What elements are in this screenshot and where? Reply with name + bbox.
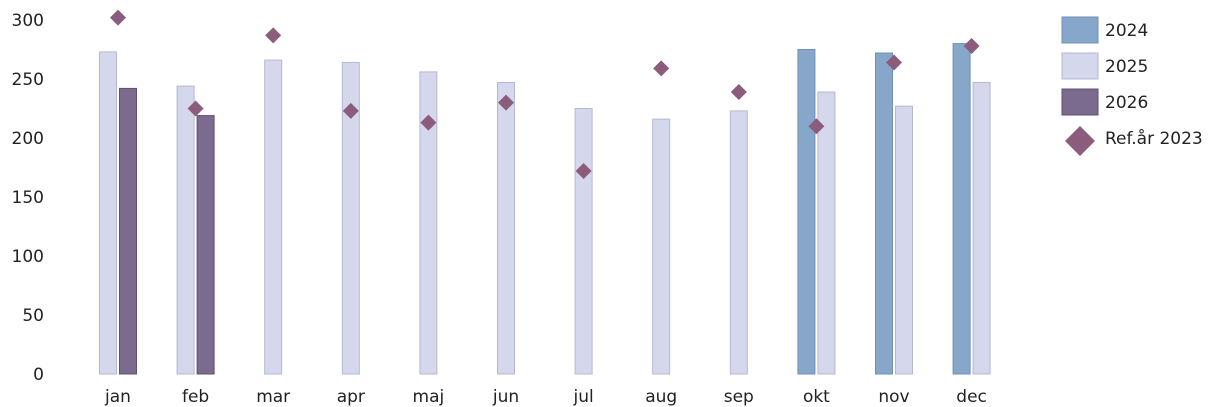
x-tick-label-jan: jan <box>104 387 131 407</box>
x-tick-label-feb: feb <box>182 387 209 407</box>
y-tick-label: 50 <box>22 306 44 326</box>
y-tick-label: 100 <box>12 247 44 267</box>
legend-label: 2024 <box>1105 21 1148 41</box>
y-tick-label: 150 <box>12 188 44 208</box>
bar-2024-okt <box>797 49 816 375</box>
ref-marker-okt <box>808 118 825 135</box>
bar-2025-aug <box>652 118 671 375</box>
bar-2025-jul <box>574 108 593 375</box>
ref-marker-dec <box>963 37 980 54</box>
bar-2025-sep <box>729 110 748 375</box>
ref-marker-jul <box>575 163 592 180</box>
bar-2026-jan <box>119 87 137 375</box>
x-tick-label-apr: apr <box>337 387 365 407</box>
y-axis-ticks: 0 50 100 150 200 250 300 <box>12 11 44 385</box>
bar-2025-jun <box>497 82 515 375</box>
bar-2025-feb <box>176 85 195 375</box>
bar-2025-mar <box>264 59 283 375</box>
legend-swatch-2024 <box>1061 16 1099 44</box>
x-tick-label-maj: maj <box>413 387 445 407</box>
y-tick-label: 200 <box>12 129 44 149</box>
ref-marker-jun <box>498 94 514 111</box>
bars <box>99 43 991 375</box>
legend-swatch-2025 <box>1061 52 1099 80</box>
bar-2024-dec <box>952 43 971 375</box>
x-tick-label-okt: okt <box>803 387 830 407</box>
ref-marker-feb <box>187 100 204 117</box>
ref-marker-nov <box>886 54 902 71</box>
ref-marker-apr <box>342 102 359 119</box>
legend-swatch-ref <box>1065 126 1095 156</box>
legend-label: 2026 <box>1105 93 1148 113</box>
y-tick-label: 250 <box>12 70 44 90</box>
reference-markers <box>110 9 980 180</box>
x-tick-label-mar: mar <box>256 387 290 407</box>
y-tick-label: 0 <box>33 365 44 385</box>
x-axis-ticks: jan feb mar apr maj jun jul aug sep okt nov dec <box>104 387 987 407</box>
bar-2025-okt <box>817 91 836 375</box>
bar-2024-nov <box>875 52 893 375</box>
x-tick-label-jun: jun <box>492 387 519 407</box>
x-tick-label-nov: nov <box>878 387 909 407</box>
bar-2025-dec <box>972 82 991 375</box>
ref-marker-aug <box>653 60 670 77</box>
x-tick-label-sep: sep <box>724 387 754 407</box>
ref-marker-jan <box>110 9 126 26</box>
ref-marker-maj <box>420 114 437 131</box>
bar-2025-maj <box>419 71 438 375</box>
y-tick-label: 300 <box>12 11 44 31</box>
ref-marker-sep <box>730 83 747 100</box>
bar-2025-nov <box>895 105 913 375</box>
legend-swatch-2026 <box>1061 88 1099 116</box>
ref-marker-mar <box>265 27 282 44</box>
bar-2025-apr <box>341 62 360 375</box>
legend-label: Ref.år 2023 <box>1105 128 1203 149</box>
x-tick-label-jul: jul <box>572 387 593 407</box>
x-tick-label-aug: aug <box>645 387 677 407</box>
x-tick-label-dec: dec <box>956 387 987 407</box>
bar-2026-feb <box>196 115 215 375</box>
bar-2025-jan <box>99 51 117 375</box>
legend-label: 2025 <box>1105 57 1148 77</box>
legend: 2024 2025 2026 Ref.år 2023 <box>1061 16 1203 156</box>
